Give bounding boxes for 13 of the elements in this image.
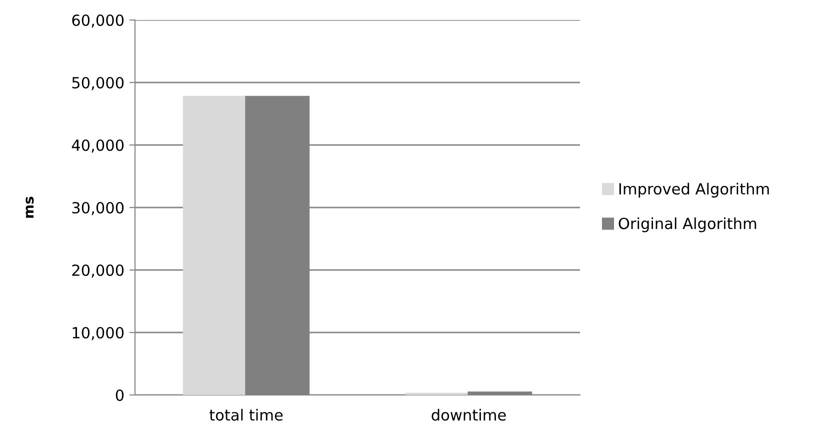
- y-tick-label: 0: [116, 389, 124, 402]
- y-tick-label: 10,000: [72, 326, 124, 340]
- y-tick-label: 50,000: [72, 76, 124, 90]
- y-axis-title: ms: [26, 196, 34, 218]
- bar: [182, 96, 248, 395]
- y-tick-label: 40,000: [72, 139, 124, 153]
- legend-label: Improved Algorithm: [619, 182, 769, 198]
- legend-label: Original Algorithm: [618, 217, 756, 232]
- y-tick-label: 60,000: [72, 14, 124, 28]
- x-tick-label: total time: [210, 408, 283, 421]
- y-tick-label: 20,000: [72, 264, 124, 278]
- y-tick-label: 30,000: [72, 202, 124, 216]
- x-tick-label: downtime: [432, 408, 506, 421]
